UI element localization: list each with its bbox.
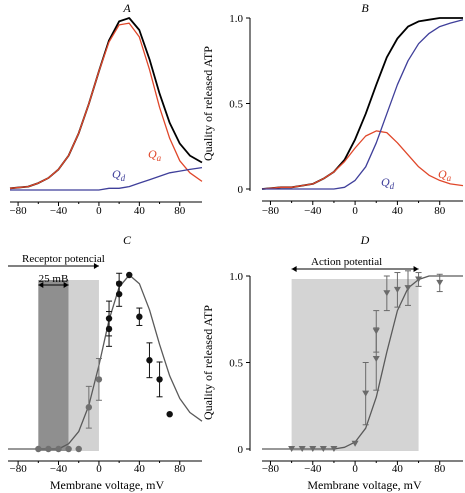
panel-c: C −80 −40 0 40 80 Membrane voltage, mV Receptor… bbox=[8, 233, 203, 492]
data-point bbox=[166, 411, 173, 418]
x-tick-label: 40 bbox=[134, 205, 146, 217]
data-point bbox=[65, 445, 72, 453]
y-tick-label: 0.5 bbox=[229, 99, 243, 111]
series-line-total bbox=[9, 17, 203, 190]
data-point bbox=[309, 446, 317, 452]
data-point bbox=[35, 445, 42, 453]
x-axis-label: Membrane voltage, mV bbox=[307, 478, 422, 492]
x-tick-label: 0 bbox=[352, 205, 358, 217]
x-tick-label: −40 bbox=[304, 205, 322, 217]
data-point bbox=[436, 279, 444, 286]
data-point bbox=[319, 446, 327, 452]
arrow-head bbox=[291, 266, 297, 272]
panel-title: B bbox=[361, 1, 369, 15]
series-label-qa: Qa bbox=[438, 167, 452, 183]
data-point bbox=[156, 376, 163, 383]
series-line-qd bbox=[10, 166, 203, 191]
series-line-qa bbox=[9, 22, 203, 189]
x-tick-label: −40 bbox=[50, 463, 68, 475]
x-axis-label: Membrane voltage, mV bbox=[50, 478, 165, 492]
x-tick-label: 80 bbox=[174, 463, 186, 475]
data-point bbox=[288, 446, 296, 452]
series-line-qd bbox=[262, 19, 464, 190]
y-tick-label: 0 bbox=[238, 184, 244, 196]
y-tick-label: 0.5 bbox=[229, 358, 243, 370]
data-point bbox=[95, 376, 103, 383]
data-point bbox=[298, 446, 306, 452]
x-tick-label: 80 bbox=[174, 205, 186, 217]
y-axis-label: Quality of released ATP bbox=[201, 46, 215, 161]
panel-a: A −80 −40 0 40 80 Qa Qd bbox=[9, 1, 203, 217]
data-point bbox=[45, 445, 52, 453]
data-point bbox=[115, 280, 123, 287]
x-tick-label: 80 bbox=[434, 205, 446, 217]
data-point bbox=[136, 313, 143, 320]
data-point bbox=[372, 328, 380, 335]
fit-curve bbox=[262, 275, 463, 450]
x-tick-label: 0 bbox=[96, 463, 102, 475]
panel-title: A bbox=[122, 1, 131, 15]
series-label-qd: Qd bbox=[381, 175, 395, 191]
data-point bbox=[362, 390, 370, 397]
panel-b: B −80 −40 0 40 80 0 0.5 1.0 Quality of released A… bbox=[201, 1, 464, 217]
arrow-head bbox=[93, 263, 99, 269]
arrow-head bbox=[38, 282, 44, 288]
data-point bbox=[85, 404, 93, 411]
x-tick-label: 0 bbox=[352, 463, 358, 475]
x-tick-label: −80 bbox=[262, 205, 280, 217]
arrow-head bbox=[63, 282, 69, 288]
x-tick-label: −40 bbox=[50, 205, 68, 217]
data-point bbox=[372, 356, 380, 363]
x-tick-label: 80 bbox=[434, 463, 446, 475]
scale-label: 25 mB bbox=[39, 273, 69, 285]
x-tick-label: −80 bbox=[262, 463, 280, 475]
data-point bbox=[383, 290, 391, 297]
series-label-qd: Qd bbox=[112, 167, 126, 183]
y-axis-label: Quality of released ATP bbox=[201, 305, 215, 420]
y-tick-label: 1.0 bbox=[229, 13, 243, 25]
data-point bbox=[75, 445, 82, 453]
receptor-label: Receptor potencial bbox=[22, 253, 105, 265]
series-label-qa: Qa bbox=[148, 147, 162, 163]
x-tick-label: 0 bbox=[96, 205, 102, 217]
data-point bbox=[146, 357, 153, 364]
data-point bbox=[105, 315, 113, 322]
data-point bbox=[330, 446, 338, 452]
panel-d: D −80 −40 0 40 80 0 0.5 1.0 Quality of released A… bbox=[201, 233, 463, 492]
x-tick-label: −80 bbox=[9, 463, 27, 475]
data-point bbox=[393, 286, 401, 293]
x-tick-label: −80 bbox=[9, 205, 27, 217]
series-line-qa bbox=[261, 130, 464, 190]
band-light bbox=[68, 280, 99, 451]
band-dark bbox=[38, 280, 69, 451]
band-mid bbox=[291, 279, 419, 451]
panel-title: C bbox=[123, 233, 132, 247]
action-label: Action potential bbox=[311, 256, 382, 268]
panel-title: D bbox=[360, 233, 370, 247]
data-point bbox=[55, 445, 62, 453]
series-line-total bbox=[261, 17, 463, 190]
data-point bbox=[126, 271, 133, 279]
fit-curve bbox=[8, 274, 203, 450]
y-tick-label: 1.0 bbox=[229, 271, 243, 283]
y-tick-label: 0 bbox=[238, 444, 244, 456]
x-tick-label: 40 bbox=[134, 463, 146, 475]
x-tick-label: 40 bbox=[392, 463, 404, 475]
arrow-head bbox=[413, 266, 419, 272]
x-tick-label: −40 bbox=[304, 463, 322, 475]
x-tick-label: 40 bbox=[392, 205, 404, 217]
data-point bbox=[351, 440, 359, 447]
data-point bbox=[415, 276, 423, 283]
data-point bbox=[404, 285, 412, 292]
